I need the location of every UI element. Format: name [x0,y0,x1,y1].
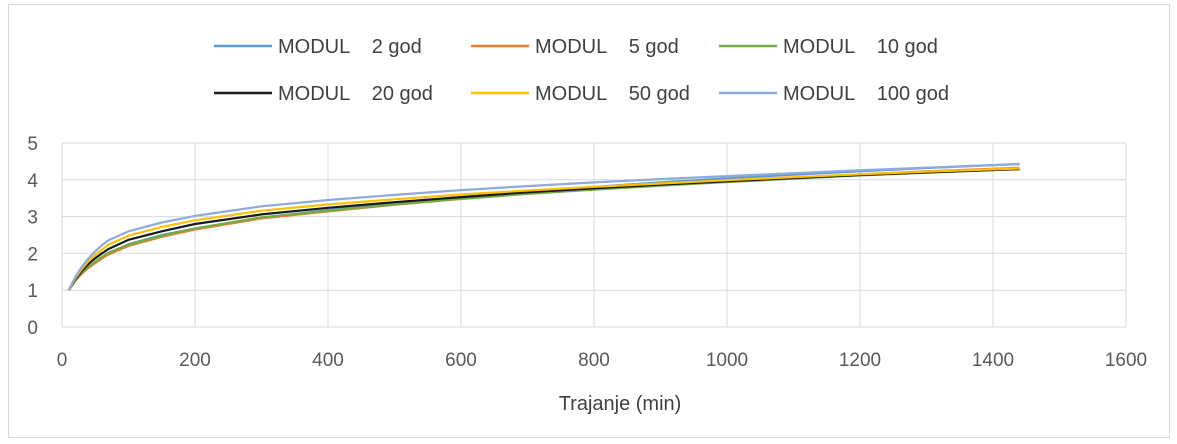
y-tick-label: 5 [27,134,38,155]
x-tick-label: 1400 [972,350,1014,371]
x-tick-label: 1600 [1105,350,1147,371]
y-tick-label: 0 [27,318,38,339]
y-tick-label: 4 [27,171,38,192]
chart-area [8,4,1170,438]
x-tick-label: 1000 [706,350,748,371]
legend-label: MODUL 100 god [783,83,949,105]
x-tick-label: 0 [57,350,68,371]
y-tick-label: 3 [27,208,38,229]
legend-label: MODUL 5 god [535,36,679,58]
series-lines [67,162,1020,291]
legend-label: MODUL 50 god [535,83,690,105]
y-tick-label: 2 [27,244,38,265]
legend-label: MODUL 20 god [278,83,433,105]
legend-label: MODUL 10 god [783,36,938,58]
x-tick-label: 600 [445,350,477,371]
x-tick-label: 1200 [839,350,881,371]
gridlines [61,142,1127,328]
legend: MODUL 2 god MODUL 5 god MODUL 10 god MODUL … [214,36,949,105]
legend-label: MODUL 2 god [278,36,422,58]
series-line-4 [67,168,1020,291]
axes: 0 1 2 3 4 5 0 200 400 600 800 1000 1200 1400 1600 [27,134,1147,371]
series-line-3 [67,168,1020,291]
x-axis-title: Trajanje (min) [559,393,682,415]
series-line-6 [67,162,1020,291]
y-tick-label: 1 [27,281,38,302]
series-line-5 [67,167,1020,291]
x-tick-label: 400 [312,350,344,371]
x-tick-label: 200 [179,350,211,371]
x-tick-label: 800 [578,350,610,371]
